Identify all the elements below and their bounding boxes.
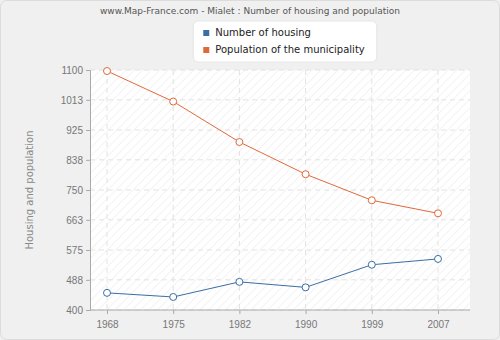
tick-mark [86,280,90,281]
tick-label: 1975 [163,319,186,330]
grid-line [90,279,470,280]
grid-line [305,70,306,310]
y-axis: 400 488 575 663 750 838 925 1013 1100 [61,65,91,316]
tick: 1013 [61,95,90,106]
grid-line [107,70,108,310]
grid-line [90,250,470,251]
tick-mark [107,310,108,314]
tick: 925 [66,125,90,136]
title: www.Map-France.com - Mialet : Number of … [100,6,400,16]
point [236,278,243,285]
tick: 1968 [96,310,119,330]
grid-line [371,70,372,310]
tick-label: 838 [66,155,83,166]
legend-label: Number of housing [215,27,311,38]
tick: 1990 [295,310,318,330]
legend-box [193,21,376,62]
point [104,289,111,296]
point [302,284,309,291]
tick: 838 [66,155,90,166]
tick-mark [86,70,90,71]
axis-line [86,71,91,311]
tick-label: 1968 [96,319,119,330]
legend-swatch [203,30,209,36]
tick: 575 [66,245,90,256]
point [368,197,375,204]
grid-line [173,70,174,310]
tick-label: 750 [66,185,83,196]
tick-mark [86,310,90,311]
tick-label: 1982 [229,319,252,330]
point [170,293,177,300]
grid-line [90,190,470,191]
point [236,139,243,146]
plot-area [90,70,470,310]
x-axis: 1968 1975 1982 1990 1999 2007 [90,310,470,330]
point [435,255,442,262]
axis-line [90,310,470,311]
series-line [107,259,438,297]
tick-label: 1100 [61,65,83,76]
tick-mark [86,160,90,161]
grid-line [90,219,470,220]
tick-label: 488 [66,275,83,286]
tick: 1999 [361,310,384,330]
tick-mark [86,130,90,131]
legend: Number of housing Population of the munic… [193,21,376,62]
tick: 1982 [229,310,252,330]
tick-mark [86,250,90,251]
tick-label: 663 [66,215,83,226]
tick-label: 575 [66,245,83,256]
background [1,1,500,340]
tick-mark [173,310,174,314]
tick: 488 [66,275,90,286]
plot [104,68,442,301]
tick-mark [86,220,90,221]
point [435,210,442,217]
tick-mark [438,310,439,314]
tick-mark [86,100,90,101]
tick-label: 400 [66,305,83,316]
grid-line [90,159,470,160]
grid-line [90,310,470,311]
tick: 2007 [427,310,450,330]
tick-label: 2007 [427,319,450,330]
tick-label: 1990 [295,319,318,330]
point [170,98,177,105]
tick-label: 1013 [61,95,84,106]
legend-swatch [203,47,209,53]
chart: 400 488 575 663 750 838 925 1013 1100 1968 1975 198… [0,0,500,340]
tick-label: 925 [66,125,83,136]
tick-mark [86,190,90,191]
grid-line [438,70,439,310]
axis-title: Housing and population [24,130,35,249]
grid [90,70,470,310]
tick-mark [306,310,307,314]
grid-line [239,70,240,310]
grid-line [90,99,470,100]
tick: 400 [66,305,90,316]
tick: 1100 [61,65,90,76]
point [104,68,111,75]
tick-mark [239,310,240,314]
tick-label: 1999 [361,319,384,330]
tick: 750 [66,185,90,196]
point [368,261,375,268]
point [302,171,309,178]
legend-label: Population of the municipality [215,44,365,55]
tick-mark [372,310,373,314]
tick: 1975 [163,310,186,330]
grid-line [90,130,470,131]
tick: 663 [66,215,90,226]
series-line [107,71,438,213]
grid-line [90,70,470,71]
